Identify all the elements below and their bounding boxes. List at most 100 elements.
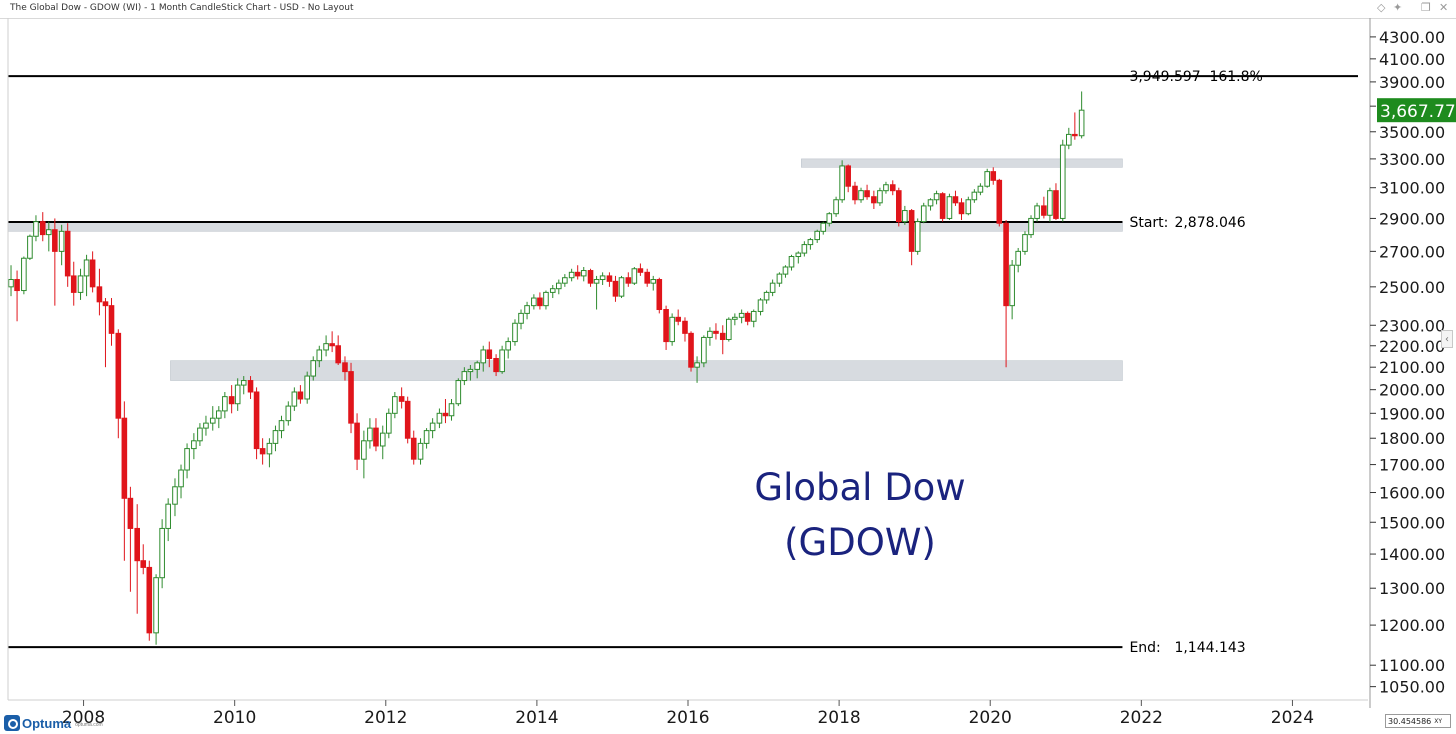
horizontal-level-lines: 3,949.597 161.8% Start: 2,878.046 End: 1,144.… xyxy=(8,69,1358,656)
level-label-2: End: xyxy=(1129,640,1160,656)
candle-body xyxy=(669,316,675,343)
candle-body xyxy=(335,345,341,364)
level-label-1: Start: xyxy=(1129,215,1168,231)
candle-body xyxy=(562,277,568,284)
candle-body xyxy=(115,332,122,419)
candle-body xyxy=(52,229,58,252)
candle-body xyxy=(216,410,222,419)
candle-body xyxy=(1072,133,1078,137)
x-tick-label: 2024 xyxy=(1271,708,1314,728)
candle-body xyxy=(64,230,71,277)
candle-body xyxy=(14,279,20,292)
candle-body xyxy=(83,259,90,277)
candle-body xyxy=(1009,264,1015,307)
candle-body xyxy=(996,179,1003,224)
zone-0 xyxy=(801,158,1123,168)
x-tick-label: 2008 xyxy=(62,708,105,728)
candle-body xyxy=(826,213,833,224)
candle-body xyxy=(505,341,511,351)
y-tick-label: 1200.00 xyxy=(1379,616,1445,635)
candle-body xyxy=(971,191,978,201)
y-tick-label: 1300.00 xyxy=(1379,579,1445,598)
candle-body xyxy=(285,405,292,422)
candle-body xyxy=(580,270,587,277)
candle-body xyxy=(763,291,770,301)
candle-body xyxy=(272,430,279,444)
candle-body xyxy=(404,400,411,439)
candle-body xyxy=(618,277,625,297)
candle-body xyxy=(776,273,783,284)
last-price-badge xyxy=(1377,98,1456,123)
coordinate-value: 30.454586 xyxy=(1388,716,1432,726)
coordinate-readout[interactable]: 30.454586 XY xyxy=(1385,714,1451,728)
candle-body xyxy=(146,566,153,634)
candle-body xyxy=(429,422,436,432)
candle-body xyxy=(386,412,392,434)
restore-icon[interactable]: ❐ xyxy=(1421,1,1431,14)
candle-body xyxy=(939,193,946,219)
candle-body xyxy=(637,268,644,273)
candle-body xyxy=(96,286,103,303)
y-tick-label: 2300.00 xyxy=(1379,316,1445,335)
pin-icon[interactable]: ✦ xyxy=(1393,1,1403,14)
candle-body xyxy=(480,349,487,364)
candle-body xyxy=(644,271,651,284)
candle-body xyxy=(701,336,707,364)
candle-body xyxy=(1034,205,1040,219)
level-value-1: 2,878.046 xyxy=(1174,215,1245,231)
y-tick-label: 4100.00 xyxy=(1379,50,1445,69)
y-tick-label: 1500.00 xyxy=(1379,513,1445,532)
level-value-0: 161.8% xyxy=(1209,69,1262,85)
candle-body xyxy=(33,221,39,237)
candle-body xyxy=(593,279,600,284)
axes: 1050.00 1100.00 1200.00 1300.00 1400.00 1500.… xyxy=(7,18,1456,728)
candle-body xyxy=(568,271,575,279)
candle-body xyxy=(744,312,751,322)
candle-body xyxy=(342,362,348,373)
candle-body xyxy=(278,420,285,432)
candle-body xyxy=(531,297,537,307)
candle-body xyxy=(461,371,468,382)
candle-body xyxy=(839,165,845,201)
candle-body xyxy=(1041,205,1047,216)
candle-body xyxy=(46,229,52,236)
xy-label: XY xyxy=(1434,717,1443,725)
y-tick-label: 1050.00 xyxy=(1379,678,1445,697)
last-price-label: 3,667.77 xyxy=(1380,102,1456,122)
x-tick-label: 2016 xyxy=(666,708,709,728)
candle-body xyxy=(675,316,681,322)
candle-body xyxy=(259,448,266,455)
candle-body xyxy=(650,279,657,284)
close-icon[interactable]: ✕ xyxy=(1439,1,1449,14)
y-tick-label: 2900.00 xyxy=(1379,209,1445,228)
candle-body xyxy=(769,282,776,293)
y-tick-label: 1700.00 xyxy=(1379,456,1445,475)
collapse-panel-chevron-icon[interactable]: ‹ xyxy=(1441,330,1453,348)
candle-body xyxy=(448,403,455,417)
candle-body xyxy=(1028,217,1034,236)
candles xyxy=(8,91,1085,645)
candle-body xyxy=(27,235,33,259)
candle-body xyxy=(537,297,543,307)
candle-body xyxy=(1022,234,1028,252)
candle-body xyxy=(883,184,889,192)
candle-body xyxy=(348,371,354,424)
brand-name: Optuma xyxy=(22,715,72,731)
y-tick-label: 2000.00 xyxy=(1379,381,1445,400)
candle-body xyxy=(165,503,171,529)
diamond-icon[interactable]: ◇ xyxy=(1377,1,1386,14)
candle-body xyxy=(197,427,203,442)
candle-body xyxy=(153,577,159,634)
candle-body xyxy=(914,221,921,252)
candle-body xyxy=(159,527,165,579)
y-tick-label: 1800.00 xyxy=(1379,429,1445,448)
candle-body xyxy=(361,440,367,460)
candle-body xyxy=(587,270,594,284)
candle-body xyxy=(247,380,254,393)
candle-body xyxy=(423,430,430,444)
y-tick-label: 2500.00 xyxy=(1379,278,1445,297)
chart-window-title: The Global Dow - GDOW (WI) - 1 Month Can… xyxy=(10,3,354,13)
candle-body xyxy=(297,391,304,400)
candle-body xyxy=(688,332,694,368)
